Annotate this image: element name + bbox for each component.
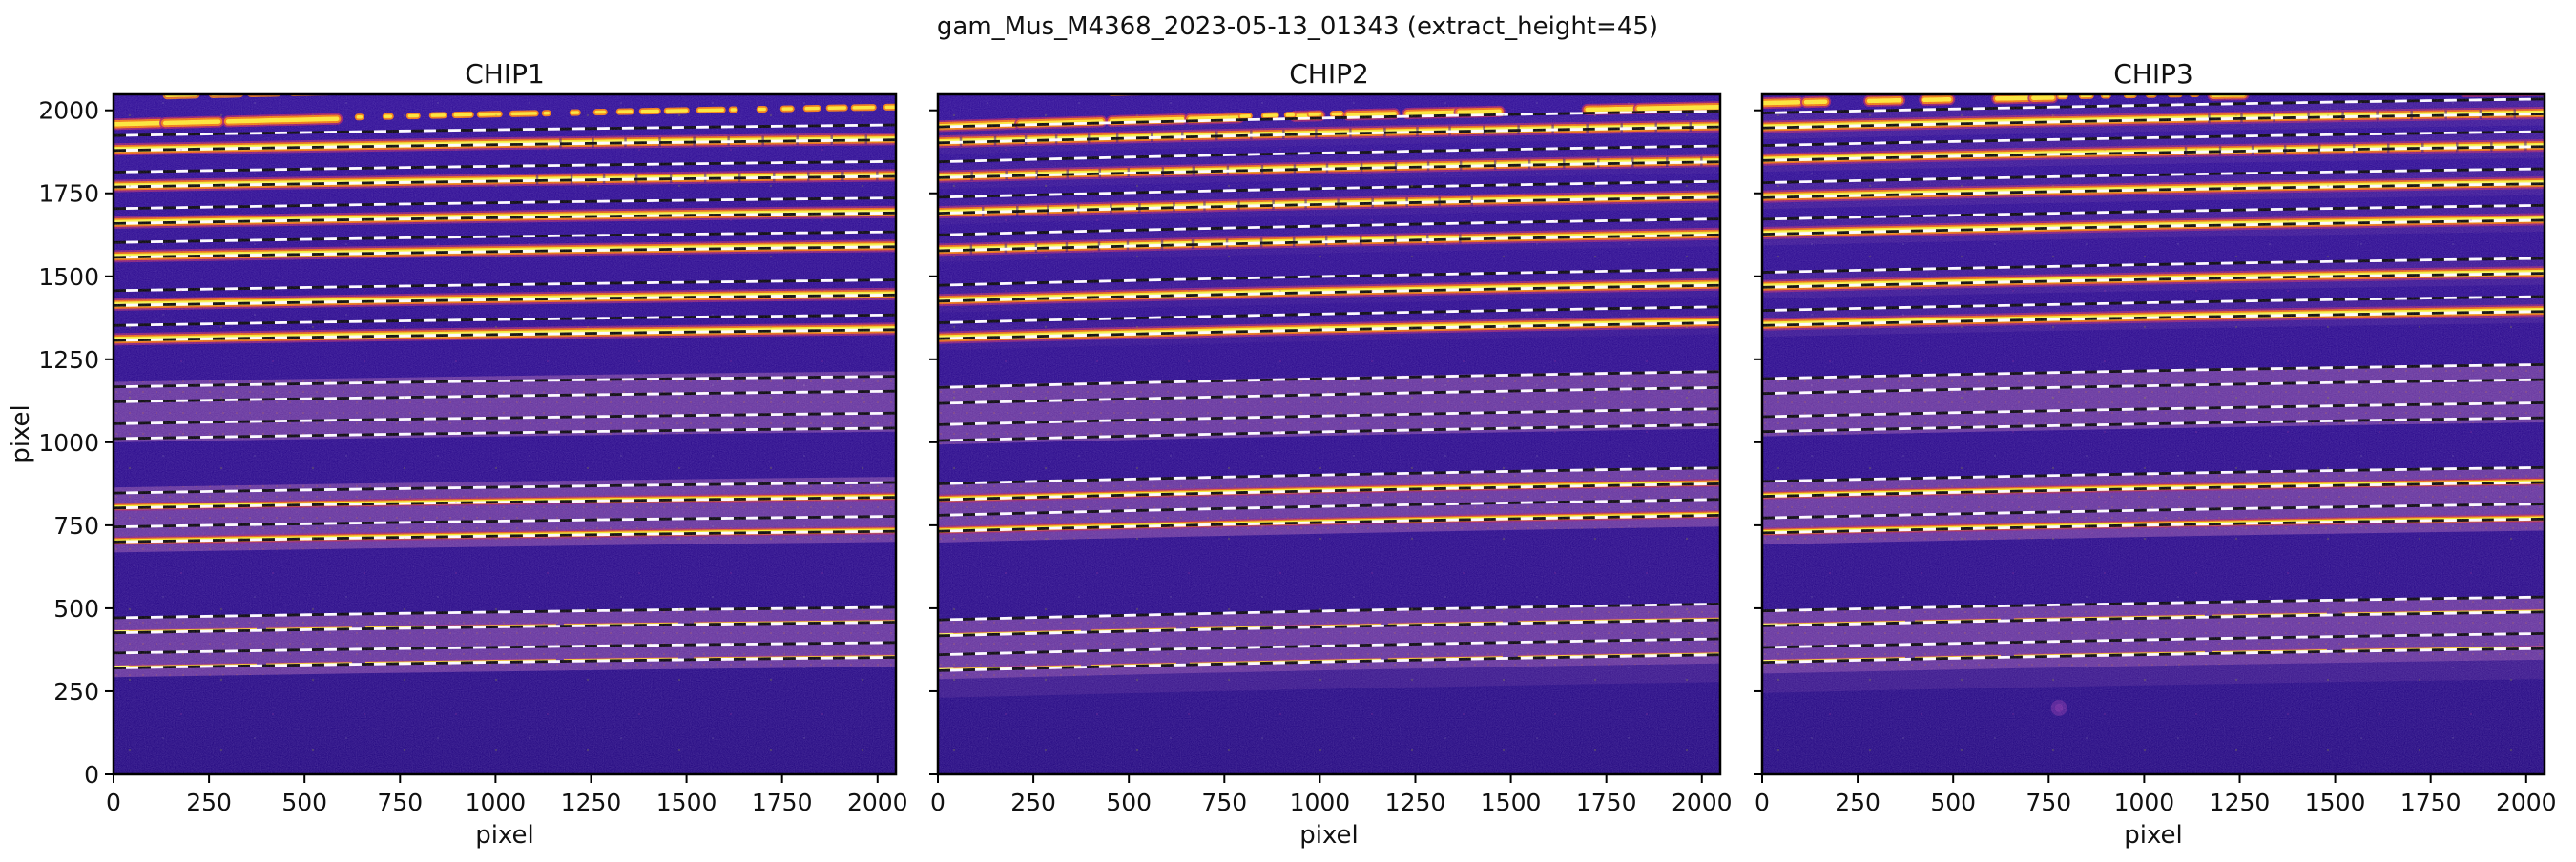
x-tick-label: 1000 [1290,789,1351,816]
x-axis-label-chip1: pixel [475,821,534,850]
x-tick-label: 1250 [561,789,622,816]
panel-CHIP2 [938,80,1720,774]
x-axis-label-chip2: pixel [1299,821,1359,850]
y-axis-label: pixel [7,404,35,463]
top-edge-blob [251,92,278,93]
top-edge-blob [1572,80,1603,81]
x-tick-label: 0 [930,789,945,816]
x-tick-label: 250 [1010,789,1056,816]
top-edge-blob [1111,91,1152,92]
x-tick-label: 2000 [847,789,908,816]
hot-pixel-specks [1762,94,2545,774]
x-tick-label: 1250 [2210,789,2271,816]
y-tick-label: 2000 [38,97,99,125]
top-edge-blob-core [1572,80,1603,81]
hot-pixel-specks [114,94,896,774]
x-tick-label: 1000 [2114,789,2175,816]
x-tick-label: 1750 [1576,789,1637,816]
x-tick-label: 250 [186,789,232,816]
y-tick-label: 250 [53,678,99,706]
x-tick-label: 0 [1755,789,1770,816]
x-tick-label: 500 [1930,789,1976,816]
top-band-fringe [2465,91,2545,92]
x-tick-label: 0 [106,789,121,816]
y-tick-label: 750 [53,512,99,540]
panel-title-chip3: CHIP3 [2113,58,2193,90]
x-tick-label: 1750 [2400,789,2462,816]
figure-suptitle: gam_Mus_M4368_2023-05-13_01343 (extract_… [937,12,1658,41]
x-tick-label: 500 [1106,789,1152,816]
panels-group: 0 250 500 750 1000 1250 1500 1750 2000 0 250 500 750… [38,80,2556,816]
panel-CHIP1 [114,92,896,774]
x-tick-label: 750 [1201,789,1247,816]
x-tick-label: 750 [2025,789,2071,816]
x-tick-label: 1500 [1481,789,1542,816]
panel-CHIP3 [1762,91,2545,774]
top-edge-blob-core [251,92,278,93]
x-tick-label: 1500 [656,789,717,816]
x-tick-label: 1000 [466,789,527,816]
y-tick-label: 1500 [38,263,99,291]
x-tick-label: 2000 [2496,789,2557,816]
top-band-orange [2465,91,2545,92]
y-tick-label: 1250 [38,346,99,374]
x-tick-label: 2000 [1672,789,1733,816]
y-tick-label: 1000 [38,429,99,457]
top-band-core [2465,91,2545,92]
x-tick-label: 750 [377,789,423,816]
x-axis-label-chip3: pixel [2124,821,2183,850]
x-tick-label: 250 [1835,789,1880,816]
x-tick-label: 1500 [2305,789,2366,816]
x-tick-label: 500 [281,789,327,816]
x-tick-label: 1750 [752,789,813,816]
x-tick-label: 1250 [1385,789,1446,816]
panel-title-chip2: CHIP2 [1289,58,1369,90]
panel-title-chip1: CHIP1 [465,58,545,90]
hot-pixel-specks [938,94,1720,774]
y-tick-label: 500 [53,595,99,623]
y-tick-label: 1750 [38,180,99,208]
top-edge-blob-core [1111,91,1152,92]
y-tick-label: 0 [84,761,99,789]
